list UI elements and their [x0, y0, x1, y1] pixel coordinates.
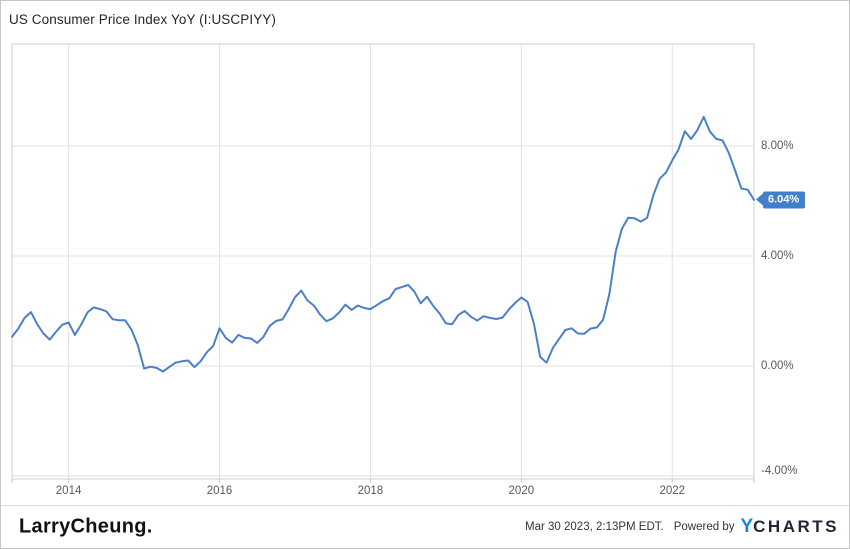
watermark-logo: LarryCheung. [19, 515, 153, 538]
x-axis-tick-label: 2022 [659, 485, 686, 497]
ycharts-wordmark: CHARTS [753, 517, 839, 536]
plot-frame [11, 43, 755, 480]
y-axis-tick-label: -4.00% [761, 465, 798, 477]
powered-by-label: Powered by [673, 521, 735, 533]
footer-attribution: Mar 30 2023, 2:13PM EDT. Powered by Y CH… [525, 516, 839, 538]
chart-timestamp: Mar 30 2023, 2:13PM EDT. [525, 521, 664, 533]
last-value-text: 6.04% [768, 193, 800, 206]
x-axis-tick-label: 2016 [206, 485, 233, 497]
y-axis-tick-label: 4.00% [761, 250, 794, 262]
y-axis-tick-label: 0.00% [761, 359, 794, 372]
footer-bar: LarryCheung. Mar 30 2023, 2:13PM EDT. Po… [1, 505, 849, 548]
ycharts-y-icon: Y [740, 516, 754, 537]
x-axis-tick-label: 2014 [55, 485, 82, 497]
chart-title: US Consumer Price Index YoY (I:USCPIYY) [9, 12, 277, 27]
cpi-series-line [11, 115, 755, 373]
x-axis-tick-label: 2018 [357, 485, 384, 497]
last-value-badge: 6.04% [756, 191, 806, 209]
y-axis-tick-label: 8.00% [761, 140, 794, 152]
badge-pointer-icon [756, 193, 763, 206]
ycharts-logo: Y CHARTS [740, 516, 839, 538]
x-axis-tick-label: 2020 [508, 485, 535, 497]
